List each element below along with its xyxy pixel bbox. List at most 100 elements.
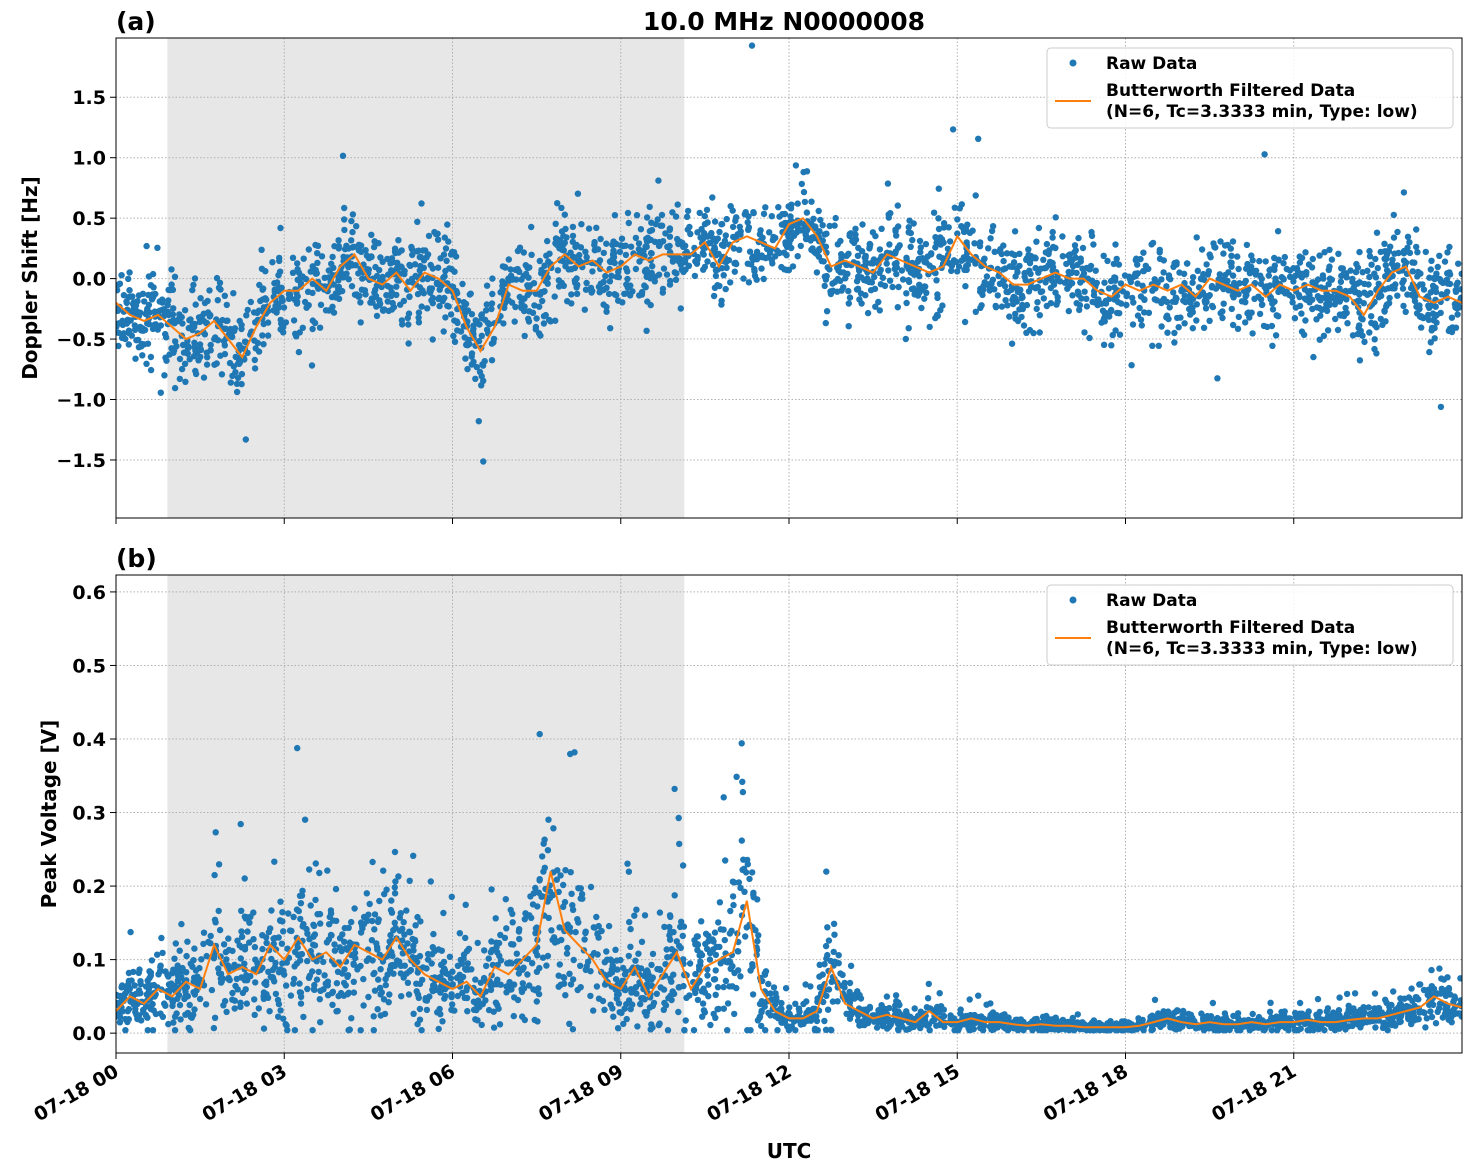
raw-data-point (1027, 284, 1035, 291)
raw-data-point (1308, 264, 1316, 271)
raw-data-point (1314, 293, 1322, 300)
raw-data-point (438, 282, 445, 289)
raw-data-point (1257, 296, 1265, 303)
raw-data-point (1406, 249, 1414, 257)
raw-data-point (1193, 317, 1200, 324)
raw-data-point (1434, 1008, 1441, 1015)
raw-data-point (271, 288, 278, 296)
raw-data-point (961, 266, 968, 274)
raw-data-point (679, 932, 686, 940)
raw-data-point (311, 319, 319, 327)
raw-data-point (1406, 239, 1413, 246)
raw-data-point (1049, 228, 1056, 236)
raw-data-point (335, 277, 342, 284)
raw-data-point (1454, 311, 1461, 318)
raw-data-point (1364, 291, 1371, 298)
raw-data-point (446, 953, 454, 960)
raw-data-point (893, 232, 900, 239)
raw-data-point (350, 978, 357, 985)
raw-data-point (1169, 298, 1177, 305)
raw-data-point (1274, 228, 1282, 235)
raw-data-point (521, 332, 528, 340)
raw-data-point (822, 319, 829, 327)
raw-data-point (171, 273, 179, 280)
raw-data-point (611, 212, 619, 219)
raw-data-point (1340, 310, 1347, 318)
raw-data-point (1326, 263, 1333, 270)
raw-data-point (419, 247, 427, 254)
raw-data-point (203, 319, 210, 327)
raw-data-point (742, 933, 749, 940)
raw-data-point (536, 730, 543, 738)
raw-data-point (1437, 309, 1444, 317)
raw-data-point (582, 966, 589, 974)
raw-data-point (137, 978, 144, 985)
raw-data-point (1412, 994, 1420, 1001)
raw-data-point (179, 341, 187, 349)
raw-data-point (368, 937, 376, 944)
raw-data-point (449, 248, 456, 256)
raw-data-point (582, 248, 589, 255)
raw-data-point (674, 201, 681, 208)
raw-data-point (492, 915, 499, 922)
raw-data-point (774, 1027, 781, 1034)
raw-data-point (395, 237, 402, 244)
raw-data-point (1079, 265, 1086, 272)
raw-data-point (877, 266, 884, 274)
raw-data-point (1366, 247, 1373, 255)
raw-data-point (1432, 1020, 1440, 1027)
raw-data-point (316, 869, 323, 877)
raw-data-point (296, 980, 303, 987)
raw-data-point (761, 1003, 768, 1010)
raw-data-point (392, 878, 399, 885)
raw-data-point (162, 334, 170, 341)
raw-data-point (348, 217, 355, 225)
raw-data-point (951, 204, 958, 211)
raw-data-point (1334, 326, 1342, 334)
raw-data-point (646, 203, 653, 211)
raw-data-point (1428, 257, 1435, 264)
raw-data-point (1203, 298, 1210, 306)
raw-data-point (706, 956, 714, 963)
raw-data-point (1228, 305, 1236, 313)
raw-data-point (166, 351, 173, 358)
raw-data-point (280, 1015, 287, 1022)
raw-data-point (124, 316, 131, 323)
raw-data-point (116, 281, 122, 288)
raw-data-point (945, 224, 952, 231)
raw-data-point (1003, 250, 1011, 257)
raw-data-point (231, 327, 238, 335)
raw-data-point (271, 858, 278, 865)
raw-data-point (649, 263, 656, 270)
raw-data-point (125, 275, 132, 283)
raw-data-point (1341, 1022, 1349, 1030)
raw-data-point (207, 311, 214, 319)
raw-data-point (1366, 273, 1373, 281)
raw-data-point (483, 962, 490, 970)
raw-data-point (756, 231, 764, 238)
raw-data-point (699, 1000, 707, 1007)
raw-data-point (622, 986, 629, 994)
raw-data-point (238, 907, 245, 914)
raw-data-point (658, 211, 666, 219)
raw-data-point (333, 980, 341, 987)
raw-data-point (1400, 247, 1408, 255)
raw-data-point (132, 355, 139, 362)
raw-data-point (251, 943, 259, 951)
raw-data-point (691, 272, 699, 280)
raw-data-point (602, 272, 609, 280)
raw-data-point (525, 315, 532, 322)
raw-data-point (116, 1019, 124, 1026)
raw-data-point (567, 750, 574, 758)
raw-data-point (718, 220, 726, 228)
raw-data-point (299, 324, 306, 331)
raw-data-point (1073, 300, 1080, 307)
raw-data-point (321, 972, 328, 979)
raw-data-point (856, 296, 863, 303)
raw-data-point (369, 299, 376, 306)
raw-data-point (1053, 301, 1060, 308)
raw-data-point (712, 991, 719, 998)
raw-data-point (862, 254, 869, 261)
raw-data-point (365, 993, 372, 1001)
